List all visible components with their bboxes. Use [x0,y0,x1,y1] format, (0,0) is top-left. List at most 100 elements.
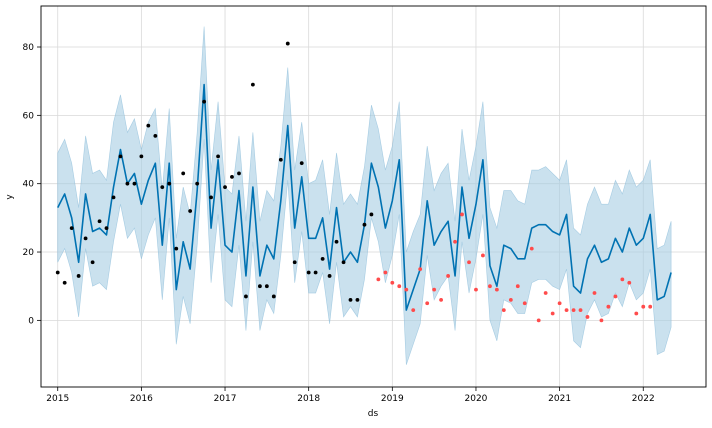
test-point [508,297,513,302]
test-point [606,304,611,309]
y-tick-label: 80 [23,43,35,53]
observed-point [118,154,123,159]
observed-point [313,270,318,275]
test-point [453,239,457,244]
observed-point [264,284,269,289]
x-tick-label: 2022 [632,394,655,404]
observed-point [230,174,234,179]
test-point [634,311,639,316]
test-point [578,308,583,313]
observed-point [271,294,276,299]
observed-point [62,280,67,285]
y-tick-label: 20 [23,248,35,258]
test-point [481,253,485,258]
observed-point [244,294,248,299]
uncertainty-band-layer [57,26,672,365]
observed-point [369,212,374,217]
observed-point [76,274,81,278]
x-tick-label: 2016 [130,394,153,404]
test-point [467,260,471,265]
test-point [522,301,527,306]
test-point [529,246,534,251]
test-point [460,212,464,217]
observed-point [355,297,360,302]
observed-point [278,157,283,162]
test-point [411,308,416,313]
test-point [397,284,402,289]
observed-point [146,123,151,128]
observed-point [202,99,207,104]
observed-point [104,226,109,231]
observed-point [334,239,339,244]
test-point [627,280,632,285]
observed-point [216,154,220,159]
observed-point [285,41,290,46]
x-tick-label: 2017 [214,394,237,404]
y-tick-label: 0 [28,316,34,326]
observed-point [125,181,130,186]
x-axis-label: ds [368,409,379,419]
test-point [557,301,562,306]
observed-point [237,171,241,176]
observed-point [83,236,88,241]
observed-point [132,181,137,186]
test-point [494,287,499,292]
observed-point [320,256,325,261]
x-tick-label: 2020 [465,394,488,404]
x-tick-label: 2021 [548,394,571,404]
test-point [383,270,388,275]
observed-point [174,246,179,251]
observed-point [167,181,172,186]
test-point [550,311,555,316]
observed-point [341,260,346,265]
test-point [439,297,443,302]
observed-point [97,219,102,224]
observed-point [223,185,227,190]
observed-point [327,274,332,278]
test-point [613,294,618,299]
observed-point [160,185,165,190]
observed-point [69,226,74,231]
observed-point [188,209,193,213]
observed-point [111,195,116,200]
test-point [376,277,381,282]
observed-point [153,133,158,138]
observed-point [195,181,200,186]
axis-layer: 2015 2016 2017 2018 2019 2020 2021 2022 0 20 40 60 8… [23,5,707,404]
observed-point [181,171,186,176]
observed-point [292,260,297,265]
y-tick-label: 60 [23,111,35,121]
y-tick-label: 40 [23,180,35,190]
observed-point [55,270,60,275]
test-point [648,304,653,309]
observed-point [348,297,353,302]
plot-frame [40,5,707,388]
test-point [571,308,576,313]
points-layer [55,41,653,323]
test-point [641,304,646,309]
observed-point [258,284,262,289]
test-point [536,318,541,323]
y-axis-label: y [5,194,15,200]
observed-point [209,195,213,200]
observed-point [299,161,304,166]
test-point [390,280,395,285]
test-point [404,287,409,292]
x-tick-label: 2015 [46,394,69,404]
test-point [488,284,492,289]
observed-point [90,260,95,265]
x-tick-label: 2019 [381,394,404,404]
test-point [599,318,604,323]
test-point [432,287,437,292]
test-point [564,308,569,313]
observed-point [362,222,367,227]
observed-point [139,154,144,159]
test-point [446,274,451,278]
test-point [515,284,520,289]
x-tick-label: 2018 [297,394,320,404]
test-point [592,291,597,295]
test-point [501,308,506,313]
observed-point [250,82,255,87]
